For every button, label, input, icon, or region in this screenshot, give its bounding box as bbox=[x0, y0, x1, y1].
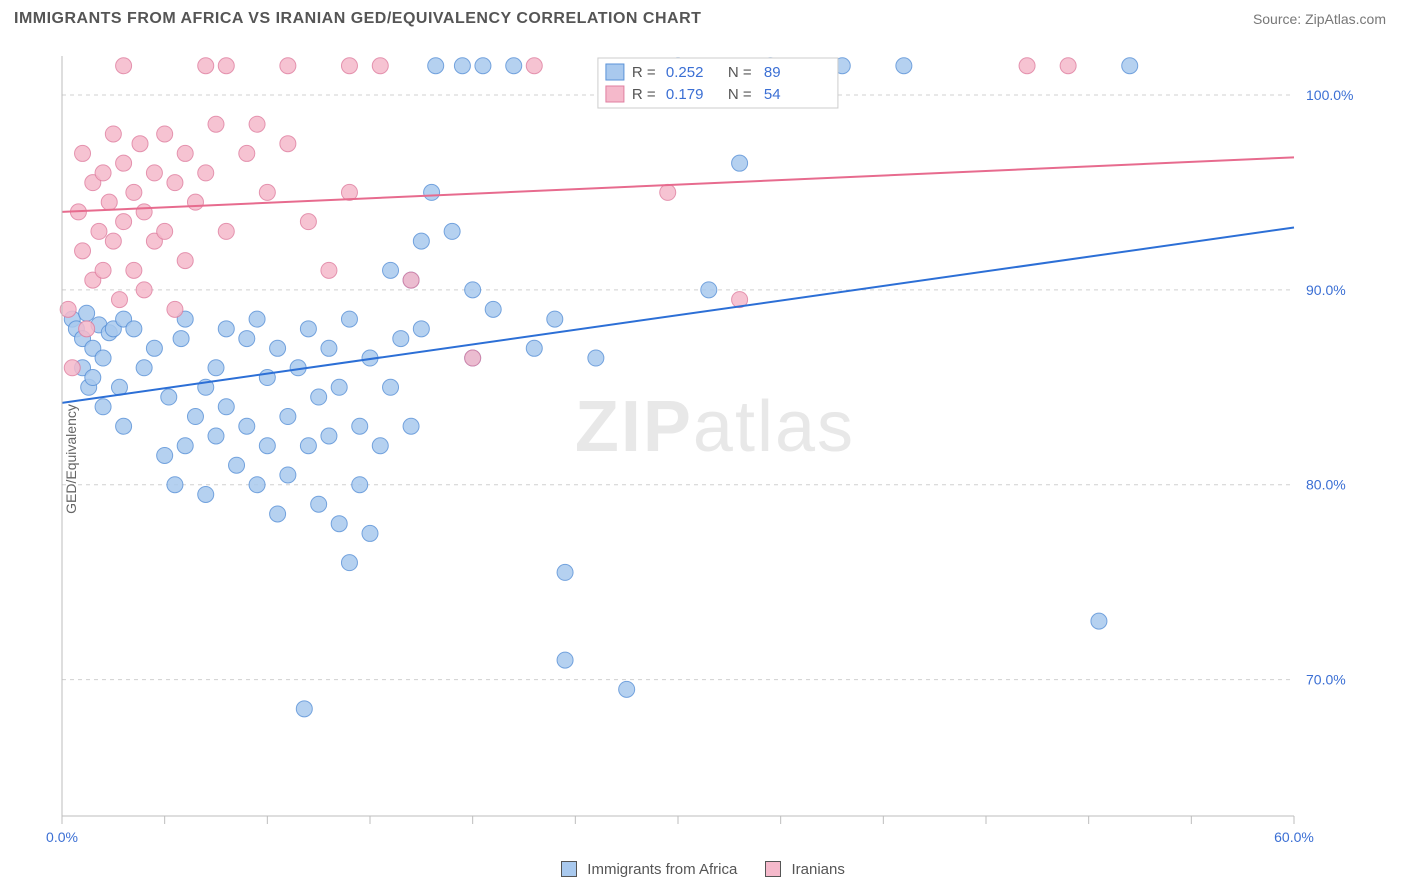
svg-text:100.0%: 100.0% bbox=[1306, 87, 1353, 103]
legend-item-blue: Immigrants from Africa bbox=[561, 861, 737, 878]
chart-area: GED/Equivalency 70.0% 80.0% 90.0% 100.0% ZIP… bbox=[14, 40, 1392, 878]
legend-label-pink: Iranians bbox=[792, 861, 845, 878]
svg-text:R =: R = bbox=[632, 64, 656, 81]
svg-text:70.0%: 70.0% bbox=[1306, 672, 1346, 688]
svg-text:60.0%: 60.0% bbox=[1274, 829, 1314, 845]
legend-label-blue: Immigrants from Africa bbox=[587, 861, 737, 878]
svg-text:R =: R = bbox=[632, 86, 656, 103]
source-label: Source: ZipAtlas.com bbox=[1253, 11, 1386, 27]
header: IMMIGRANTS FROM AFRICA VS IRANIAN GED/EQ… bbox=[0, 0, 1406, 34]
legend-swatch-blue bbox=[561, 861, 577, 877]
svg-text:54: 54 bbox=[764, 86, 781, 103]
y-axis-label: GED/Equivalency bbox=[63, 404, 79, 514]
svg-text:90.0%: 90.0% bbox=[1306, 282, 1346, 298]
chart-title: IMMIGRANTS FROM AFRICA VS IRANIAN GED/EQ… bbox=[14, 10, 701, 28]
scatter-chart: 70.0% 80.0% 90.0% 100.0% ZIPatlas 0.0% 60.0% R … bbox=[14, 40, 1392, 878]
svg-text:0.252: 0.252 bbox=[666, 64, 704, 81]
svg-text:80.0%: 80.0% bbox=[1306, 477, 1346, 493]
svg-text:0.0%: 0.0% bbox=[46, 829, 78, 845]
legend-swatch-pink bbox=[765, 861, 781, 877]
svg-text:N =: N = bbox=[728, 64, 752, 81]
svg-text:0.179: 0.179 bbox=[666, 86, 704, 103]
legend: Immigrants from Africa Iranians bbox=[14, 861, 1392, 878]
legend-item-pink: Iranians bbox=[765, 861, 845, 878]
svg-text:N =: N = bbox=[728, 86, 752, 103]
svg-text:ZIPatlas: ZIPatlas bbox=[575, 387, 855, 467]
svg-text:89: 89 bbox=[764, 64, 781, 81]
